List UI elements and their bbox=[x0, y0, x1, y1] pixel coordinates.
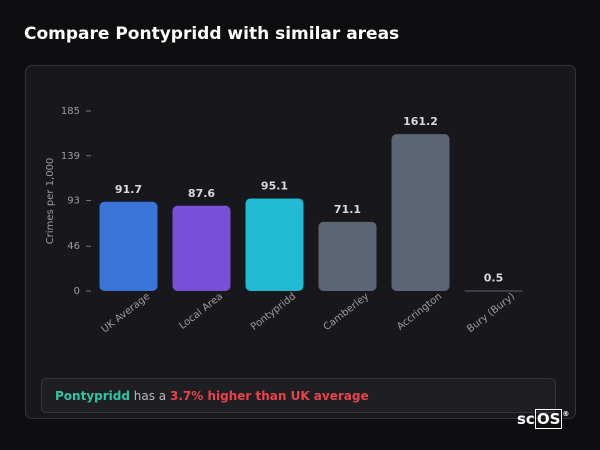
value-label: 161.2 bbox=[403, 115, 438, 128]
value-label: 95.1 bbox=[261, 179, 288, 192]
x-tick-label: Local Area bbox=[177, 291, 225, 332]
y-tick-label: 93 bbox=[67, 196, 80, 207]
y-tick-label: 0 bbox=[74, 286, 80, 297]
summary-highlight: 3.7% higher than UK average bbox=[170, 389, 369, 403]
x-tick-label: Pontypridd bbox=[249, 291, 298, 333]
brand-mark: ® bbox=[562, 410, 570, 418]
summary-area: Pontypridd bbox=[55, 389, 130, 403]
y-tick-label: 185 bbox=[61, 106, 80, 117]
bar bbox=[391, 134, 450, 291]
x-tick-label: Accrington bbox=[395, 291, 444, 333]
x-tick-label: Camberley bbox=[322, 291, 372, 333]
summary-text: has a bbox=[133, 389, 167, 403]
bar bbox=[99, 201, 158, 291]
value-label: 91.7 bbox=[115, 183, 142, 196]
bar bbox=[245, 198, 304, 291]
x-tick-label: Bury (Bury) bbox=[465, 291, 517, 335]
bar bbox=[318, 221, 377, 291]
bar bbox=[172, 205, 231, 291]
y-tick-label: 139 bbox=[61, 151, 80, 162]
brand-logo: sc OS ® bbox=[517, 409, 570, 429]
x-tick-label: UK Average bbox=[100, 291, 153, 335]
y-axis-label: Crimes per 1,000 bbox=[45, 158, 56, 245]
bar bbox=[464, 290, 523, 292]
y-tick-label: 46 bbox=[67, 241, 80, 252]
value-label: 0.5 bbox=[484, 272, 504, 285]
summary-box: Pontypridd has a 3.7% higher than UK ave… bbox=[41, 378, 556, 413]
value-label: 71.1 bbox=[334, 203, 361, 216]
brand-boxed: OS bbox=[534, 409, 563, 429]
value-label: 87.6 bbox=[188, 187, 215, 200]
page-title: Compare Pontypridd with similar areas bbox=[24, 24, 400, 44]
brand-prefix: sc bbox=[517, 410, 535, 428]
